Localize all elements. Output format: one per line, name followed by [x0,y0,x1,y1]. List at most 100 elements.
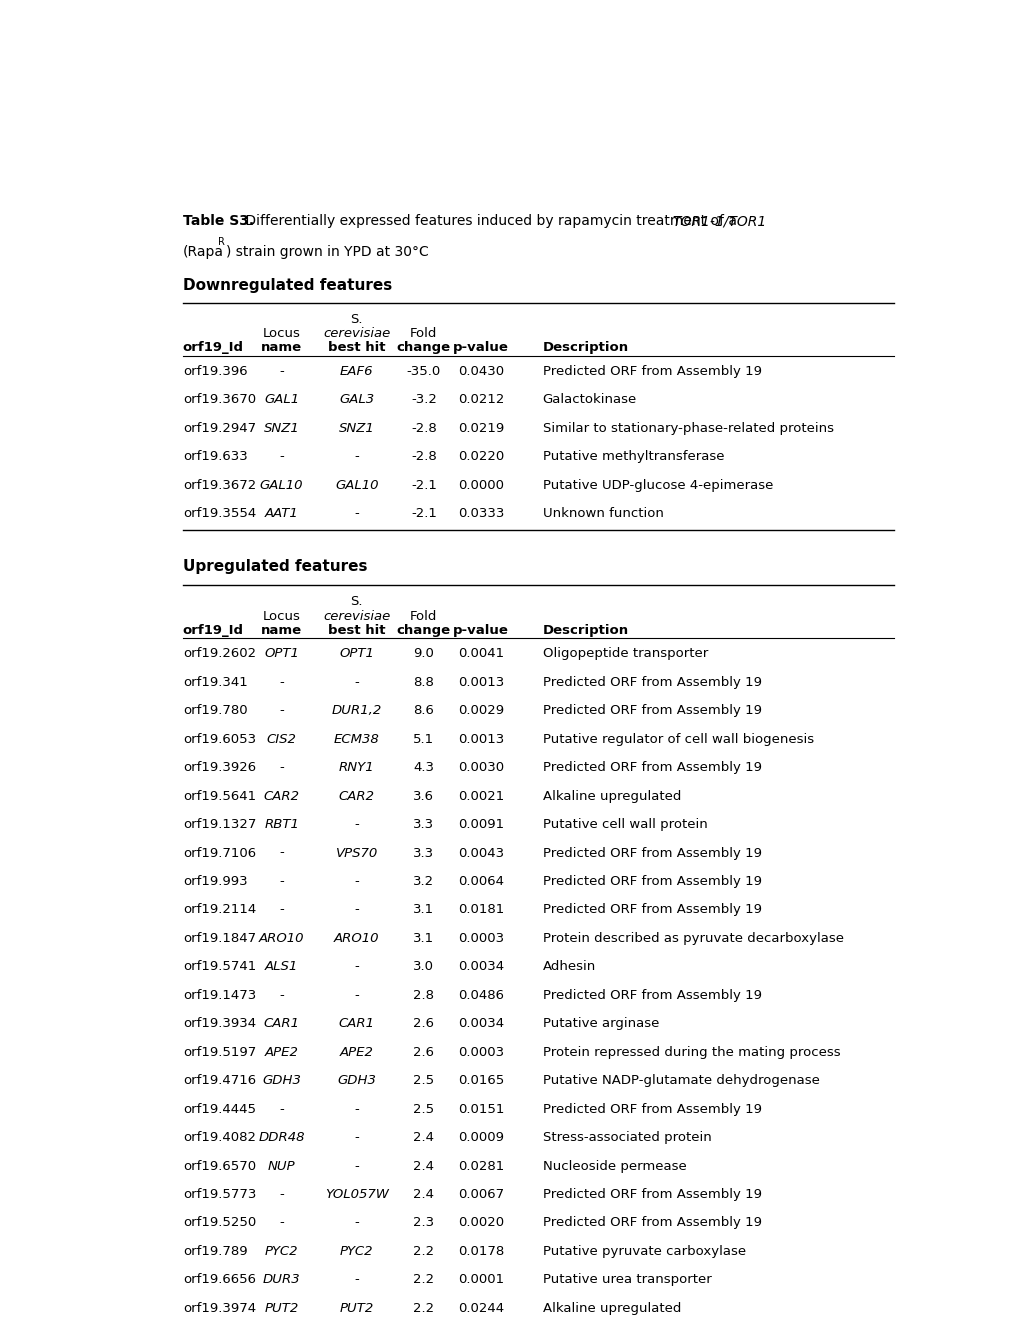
Text: orf19_Id: orf19_Id [182,342,244,354]
Text: -2.8: -2.8 [411,421,436,434]
Text: GAL10: GAL10 [260,479,303,491]
Text: orf19.1327: orf19.1327 [182,818,256,832]
Text: 0.0013: 0.0013 [458,733,503,746]
Text: Predicted ORF from Assembly 19: Predicted ORF from Assembly 19 [542,903,761,916]
Text: TOR1-1/TOR1: TOR1-1/TOR1 [672,214,765,228]
Text: Differentially expressed features induced by rapamycin treatment of a: Differentially expressed features induce… [240,214,740,228]
Text: cerevisiae: cerevisiae [323,327,390,341]
Text: 2.4: 2.4 [413,1188,434,1201]
Text: -: - [354,450,359,463]
Text: GAL10: GAL10 [334,479,378,491]
Text: 0.0003: 0.0003 [458,932,503,945]
Text: orf19.3554: orf19.3554 [182,507,256,520]
Text: name: name [261,342,302,354]
Text: -: - [279,676,283,689]
Text: -: - [279,846,283,859]
Text: SNZ1: SNZ1 [338,421,374,434]
Text: 0.0013: 0.0013 [458,676,503,689]
Text: 0.0000: 0.0000 [458,479,503,491]
Text: -: - [354,1131,359,1144]
Text: -: - [279,1217,283,1229]
Text: YOL057W: YOL057W [324,1188,388,1201]
Text: 0.0021: 0.0021 [458,789,503,803]
Text: PUT2: PUT2 [264,1302,299,1315]
Text: -3.2: -3.2 [411,393,436,407]
Text: 0.0067: 0.0067 [458,1188,503,1201]
Text: 0.0041: 0.0041 [458,647,503,660]
Text: Putative urea transporter: Putative urea transporter [542,1274,710,1287]
Text: 2.2: 2.2 [413,1274,434,1287]
Text: orf19.5641: orf19.5641 [182,789,256,803]
Text: 0.0219: 0.0219 [458,421,503,434]
Text: -: - [354,1159,359,1172]
Text: 9.0: 9.0 [413,647,434,660]
Text: AAT1: AAT1 [265,507,299,520]
Text: 0.0091: 0.0091 [458,818,503,832]
Text: Downregulated features: Downregulated features [182,279,391,293]
Text: 3.3: 3.3 [413,846,434,859]
Text: VPS70: VPS70 [335,846,377,859]
Text: 0.0029: 0.0029 [458,704,503,717]
Text: Protein repressed during the mating process: Protein repressed during the mating proc… [542,1045,840,1059]
Text: SNZ1: SNZ1 [264,421,300,434]
Text: Protein described as pyruvate decarboxylase: Protein described as pyruvate decarboxyl… [542,932,843,945]
Text: Unknown function: Unknown function [542,507,662,520]
Text: orf19.6570: orf19.6570 [182,1159,256,1172]
Text: Locus: Locus [263,327,301,341]
Text: -2.1: -2.1 [411,507,436,520]
Text: S.: S. [351,313,363,326]
Text: change: change [396,342,450,354]
Text: 0.0043: 0.0043 [458,846,503,859]
Text: Description: Description [542,342,628,354]
Text: orf19.2114: orf19.2114 [182,903,256,916]
Text: Similar to stationary-phase-related proteins: Similar to stationary-phase-related prot… [542,421,833,434]
Text: Predicted ORF from Assembly 19: Predicted ORF from Assembly 19 [542,846,761,859]
Text: -: - [279,875,283,888]
Text: orf19.1473: orf19.1473 [182,989,256,1002]
Text: 0.0220: 0.0220 [458,450,503,463]
Text: orf19.5250: orf19.5250 [182,1217,256,1229]
Text: 0.0178: 0.0178 [458,1245,503,1258]
Text: Predicted ORF from Assembly 19: Predicted ORF from Assembly 19 [542,762,761,774]
Text: -: - [354,875,359,888]
Text: orf19.1847: orf19.1847 [182,932,256,945]
Text: ECM38: ECM38 [333,733,379,746]
Text: 8.6: 8.6 [413,704,434,717]
Text: Predicted ORF from Assembly 19: Predicted ORF from Assembly 19 [542,676,761,689]
Text: 0.0020: 0.0020 [458,1217,503,1229]
Text: 3.2: 3.2 [413,875,434,888]
Text: 3.1: 3.1 [413,903,434,916]
Text: Stress-associated protein: Stress-associated protein [542,1131,710,1144]
Text: orf19.3926: orf19.3926 [182,762,256,774]
Text: Oligopeptide transporter: Oligopeptide transporter [542,647,707,660]
Text: orf19.3934: orf19.3934 [182,1018,256,1030]
Text: 4.3: 4.3 [413,762,434,774]
Text: Alkaline upregulated: Alkaline upregulated [542,789,681,803]
Text: Predicted ORF from Assembly 19: Predicted ORF from Assembly 19 [542,1102,761,1115]
Text: orf19.5741: orf19.5741 [182,961,256,973]
Text: Predicted ORF from Assembly 19: Predicted ORF from Assembly 19 [542,989,761,1002]
Text: DDR48: DDR48 [258,1131,305,1144]
Text: 0.0333: 0.0333 [458,507,503,520]
Text: EAF6: EAF6 [339,364,373,378]
Text: NUP: NUP [268,1159,296,1172]
Text: orf19.3670: orf19.3670 [182,393,256,407]
Text: best hit: best hit [328,624,385,638]
Text: orf19.5197: orf19.5197 [182,1045,256,1059]
Text: 0.0034: 0.0034 [458,961,503,973]
Text: Alkaline upregulated: Alkaline upregulated [542,1302,681,1315]
Text: orf19.789: orf19.789 [182,1245,248,1258]
Text: 0.0486: 0.0486 [458,989,503,1002]
Text: 3.1: 3.1 [413,932,434,945]
Text: -: - [354,1274,359,1287]
Text: APE2: APE2 [265,1045,299,1059]
Text: 2.6: 2.6 [413,1018,434,1030]
Text: 0.0034: 0.0034 [458,1018,503,1030]
Text: 0.0281: 0.0281 [458,1159,503,1172]
Text: 0.0001: 0.0001 [458,1274,503,1287]
Text: orf19.4445: orf19.4445 [182,1102,256,1115]
Text: PYC2: PYC2 [265,1245,299,1258]
Text: orf19.2602: orf19.2602 [182,647,256,660]
Text: best hit: best hit [328,342,385,354]
Text: Putative methyltransferase: Putative methyltransferase [542,450,723,463]
